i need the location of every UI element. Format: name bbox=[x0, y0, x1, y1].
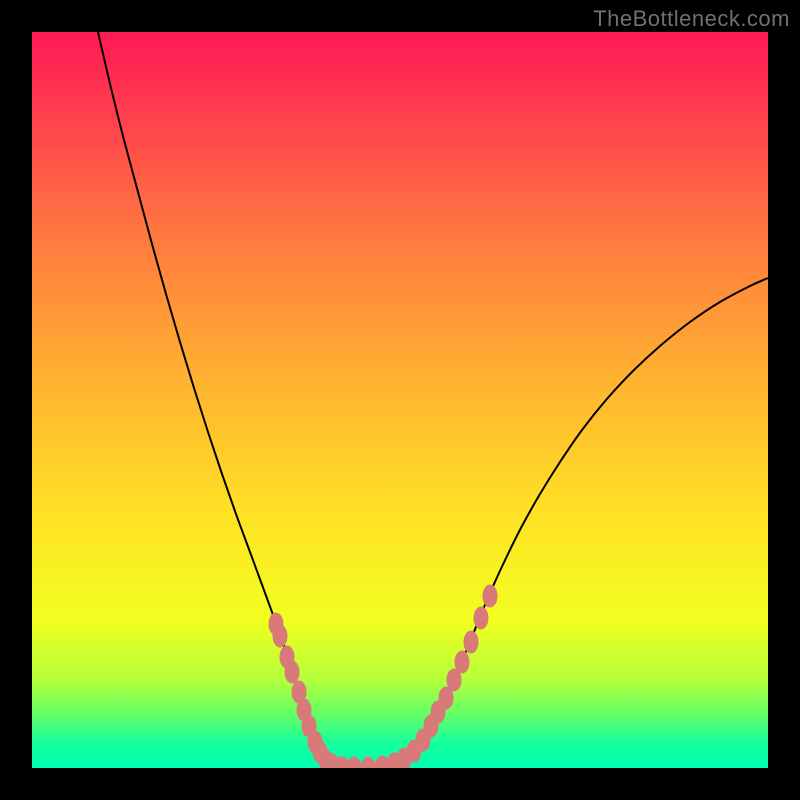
data-marker bbox=[483, 585, 497, 607]
data-markers bbox=[32, 32, 768, 768]
data-marker bbox=[455, 651, 469, 673]
data-marker bbox=[285, 661, 299, 683]
data-marker bbox=[361, 757, 375, 768]
data-marker bbox=[347, 757, 361, 768]
data-marker bbox=[273, 625, 287, 647]
plot-area bbox=[32, 32, 768, 768]
data-marker bbox=[474, 607, 488, 629]
watermark-text: TheBottleneck.com bbox=[593, 6, 790, 32]
data-marker bbox=[464, 631, 478, 653]
